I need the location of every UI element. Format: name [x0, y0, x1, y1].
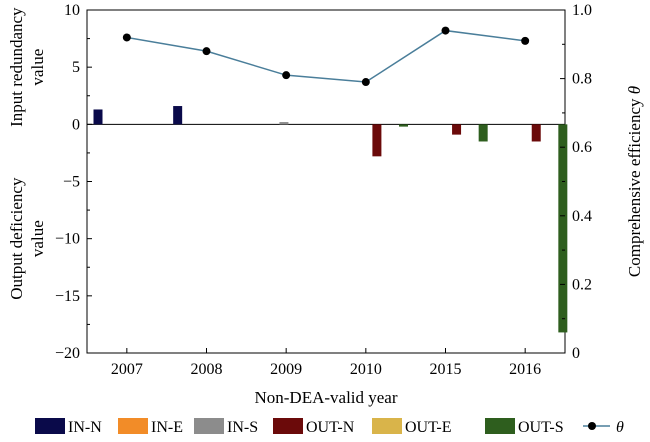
right-tick-label: 0.4 [572, 208, 592, 225]
x-tick-label-2010: 2010 [350, 361, 382, 378]
bar-out-s-2010 [399, 124, 408, 127]
legend: IN-N IN-E IN-S OUT-N OUT-E OUT-S θ [35, 418, 624, 436]
legend-label-in-s: IN-S [227, 419, 258, 436]
theta-line-group [122, 26, 530, 87]
right-tick-label: 1.0 [572, 2, 592, 19]
bar-out-n-2010 [372, 124, 382, 157]
bar-out-n-2016 [531, 124, 541, 142]
theta-point-2007 [122, 33, 131, 42]
theta-point-2015 [441, 26, 450, 35]
bars-group [93, 106, 568, 333]
bar-in-n-2007 [93, 109, 103, 125]
left-tick-label: 5 [72, 59, 80, 76]
legend-swatch-in-s [194, 418, 224, 434]
legend-label-in-e: IN-E [151, 419, 183, 436]
plot-frame [86, 9, 566, 354]
left-tick-label: 0 [72, 116, 80, 133]
left-tick-label: 10 [64, 2, 80, 19]
legend-swatch-in-e [118, 418, 148, 434]
right-axis-title: Comprehensive efficiency θ [625, 86, 644, 277]
x-axis-title: Non-DEA-valid year [254, 388, 397, 407]
left-axis-title-top: Input redundancy value [7, 7, 47, 127]
right-tick-label: 0.8 [572, 71, 592, 88]
theta-point-2016 [521, 36, 530, 45]
ticks-group: 10 5 0 −5 −10 −15 −20 1.0 0.8 0.6 0.4 0.2 0 2007 2008 2… [55, 2, 592, 378]
theta-point-2010 [361, 78, 370, 87]
left-axis-title-bottom: Output deficiency value [7, 177, 47, 300]
x-tick-label-2007: 2007 [111, 361, 143, 378]
left-tick-label: −20 [55, 345, 80, 362]
bar-in-n-2008 [173, 106, 183, 125]
left-tick-label: −15 [55, 288, 80, 305]
legend-swatch-out-s [485, 418, 515, 434]
left-axis-title-top-line: value [28, 49, 47, 86]
bar-out-s-2015 [478, 124, 488, 142]
theta-point-2009 [282, 71, 291, 80]
left-axis-title-bottom-line: value [28, 220, 47, 257]
plot-area-border [86, 9, 566, 354]
right-tick-label: 0.2 [572, 276, 592, 293]
left-tick-label: −10 [55, 231, 80, 248]
left-axis-title-bottom-line: Output deficiency [7, 177, 26, 300]
legend-swatch-out-e [372, 418, 402, 434]
legend-theta-marker [588, 422, 596, 430]
theta-point-2008 [202, 47, 211, 56]
right-axis-title-symbol: θ [625, 86, 644, 99]
x-tick-label-2016: 2016 [509, 361, 541, 378]
legend-label-in-n: IN-N [68, 419, 102, 436]
legend-label-theta: θ [616, 419, 624, 436]
theta-line [126, 29, 526, 83]
right-axis-title-text: Comprehensive efficiency [625, 98, 644, 277]
bar-out-n-2015 [452, 124, 462, 135]
x-tick-label-2015: 2015 [430, 361, 462, 378]
right-tick-label: 0.6 [572, 139, 592, 156]
legend-swatch-in-n [35, 418, 65, 434]
left-axis-title-top-line: Input redundancy [7, 7, 26, 127]
legend-label-out-n: OUT-N [306, 419, 355, 436]
bar-in-s-2009 [279, 122, 289, 125]
bar-out-s-2016 [558, 124, 568, 333]
legend-label-out-s: OUT-S [518, 419, 564, 436]
left-tick-label: −5 [63, 174, 80, 191]
legend-label-out-e: OUT-E [405, 419, 452, 436]
x-tick-label-2009: 2009 [270, 361, 302, 378]
legend-swatch-out-n [273, 418, 303, 434]
x-tick-label-2008: 2008 [191, 361, 223, 378]
right-tick-label: 0 [572, 345, 580, 362]
